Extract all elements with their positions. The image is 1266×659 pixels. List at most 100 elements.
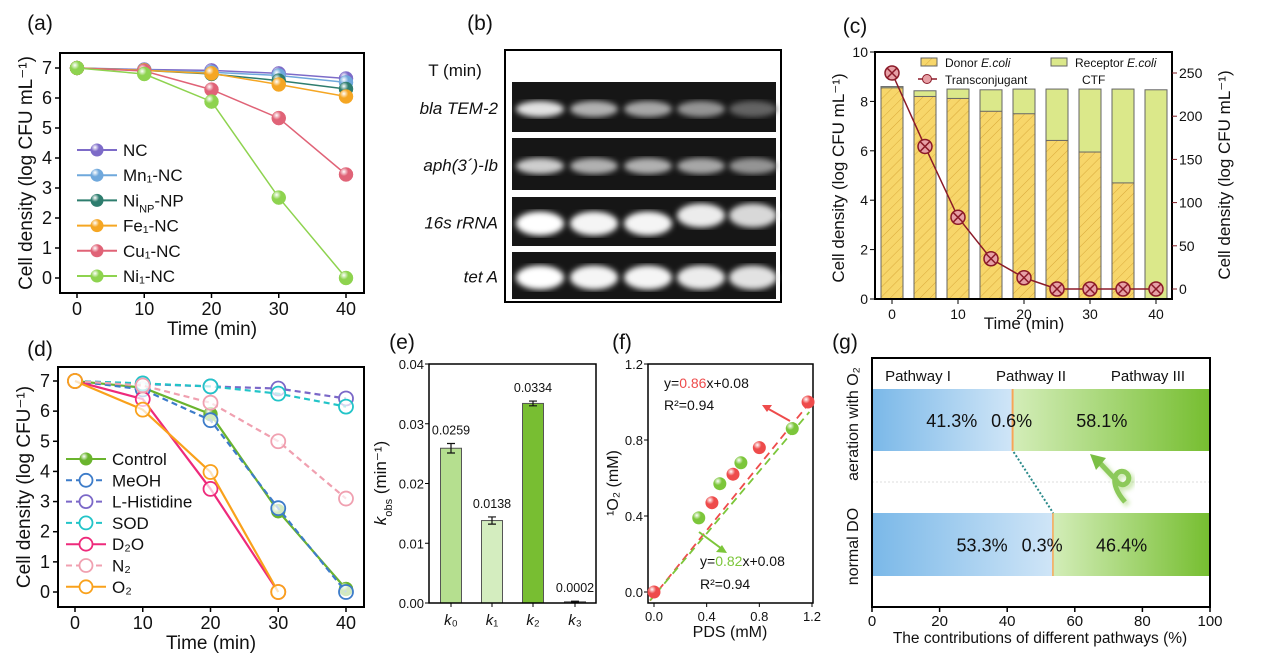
gel-band [516,211,564,236]
y-right-tick-label: 250 [1179,65,1203,81]
x-tick-label: 20 [931,613,948,630]
y-tick-label: 0.4 [625,509,643,524]
bar-donor [1045,139,1069,300]
legend-label: NiNP-NP [123,191,184,215]
x-tick-label: 40 [336,299,356,319]
data-label: 0.0002 [556,581,594,595]
data-point-cross [1051,283,1063,295]
legend-marker [90,143,104,157]
x-tick-label: 30 [1082,306,1098,322]
x-tick-label: 10 [133,613,153,633]
legend-marker [78,494,94,510]
y-axis-label: ¹O₂ (mM) [605,450,622,516]
data-point [338,167,354,182]
legend-label: Cu₁-NC [123,242,181,261]
data-point-cross [1084,283,1096,295]
x-tick-label: 0 [888,306,896,322]
data-label: 58.1% [1076,411,1127,431]
y-tick-label: 6 [42,88,52,108]
data-point [137,66,152,82]
legend-label: Receptor E.coli [1075,56,1157,70]
gel-band [570,211,618,236]
legend-label: SOD [112,514,149,533]
data-point-cross [886,67,898,79]
bar-pathway-3 [1053,513,1210,576]
data-label: 46.4% [1096,536,1147,556]
y-tick-label: 0 [40,582,50,602]
x-tick-label: 80 [1134,613,1151,630]
gel-band [624,158,672,174]
bar-pathway-3 [1013,389,1210,451]
x-tick-label: 20 [201,299,221,319]
legend-label: Pathway I [885,368,951,385]
y-tick-label: 4 [860,192,868,208]
legend-label: D₂O [112,535,144,554]
legend-label: N₂ [112,557,131,576]
y-tick-label: 6 [40,401,50,421]
error-bar [447,442,455,454]
y-tick-label: 1.2 [625,357,643,372]
bar [481,520,503,604]
r-squared: R²=0.94 [700,576,750,592]
arrow-red [764,406,791,422]
data-label: 0.3% [1022,536,1063,556]
legend-label: MeOH [112,471,161,490]
x-tick-label: k₃ [568,612,582,629]
fit-line [649,411,811,602]
data-point [270,433,287,450]
y-tick-label: 0 [860,291,868,307]
y-tick-label: 0 [42,268,52,288]
data-label: 53.3% [957,536,1008,556]
gel-band [677,265,725,290]
y-axis-label: Cell density (log CFU mL⁻¹) [829,73,848,282]
y-right-axis-label: Cell density (log CFU mL⁻¹) [1215,70,1234,279]
gel-band [624,101,672,117]
legend-label: Fe₁-NC [123,217,179,236]
gel-band [677,203,725,228]
legend-swatch-receptor [1050,57,1068,67]
curly-arrow-icon [1096,459,1132,504]
y-tick-label: 0.8 [625,433,643,448]
gel-band [516,101,564,117]
y-tick-label: 6 [860,143,868,159]
legend-label: NC [123,141,148,160]
x-tick-label: 0 [72,299,82,319]
data-label: 0.0259 [432,423,470,437]
gel-band [624,265,672,290]
y-tick-label: 4 [42,148,52,168]
legend-label: Donor E.coli [945,56,1011,70]
bar [440,447,462,604]
data-point-cross [985,253,997,265]
data-point [202,394,219,411]
plot-frame [647,363,814,604]
data-point [202,481,219,497]
legend-marker [90,219,104,233]
legend-marker [78,536,94,552]
data-point [338,584,354,600]
bar-pathway-2 [1052,513,1054,576]
data-point [202,412,219,429]
column-header: T (min) [428,61,482,80]
y-tick-label: 2 [42,208,52,228]
data-point [752,441,766,455]
y-right-tick-label: 150 [1179,151,1203,167]
data-point [801,395,815,409]
bar-donor [979,110,1003,300]
data-point [69,60,85,76]
gel-band [516,265,564,290]
y-right-tick-label: 50 [1179,238,1195,254]
gel-band [729,158,777,174]
x-tick-label: 40 [999,613,1016,630]
x-axis-label: The contributions of different pathways … [893,630,1187,647]
y-tick-label: 5 [40,431,50,451]
gel-band [677,158,725,174]
data-point-cross [1018,272,1030,284]
data-point [270,385,287,402]
x-tick-label: k₀ [444,612,458,629]
legend-label: Transconjugant [945,73,1028,87]
arrow-green [698,531,723,550]
y-tick-label: 3 [42,178,52,198]
x-axis-label: Time (min) [166,633,256,654]
x-tick-label: 0.8 [750,609,768,624]
y-right-tick-label: 100 [1179,195,1203,211]
